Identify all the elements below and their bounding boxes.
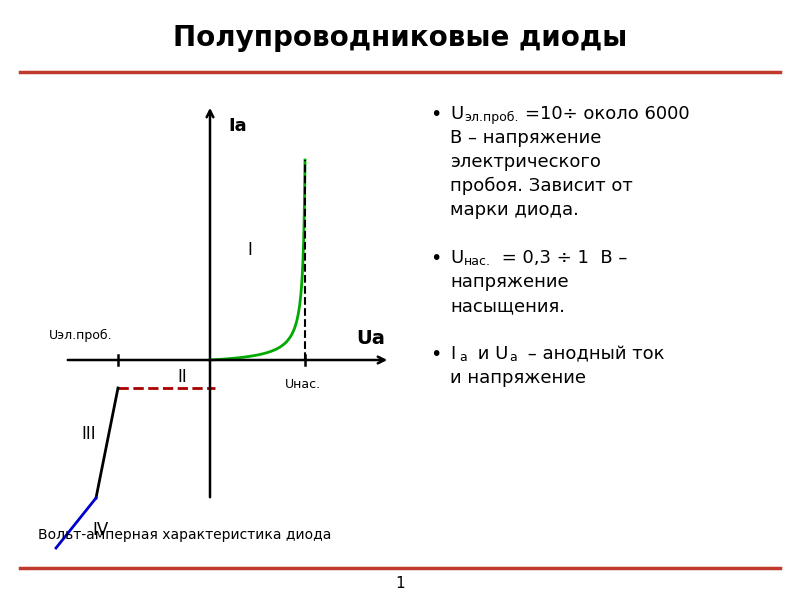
Text: а: а [509,351,517,364]
Text: I: I [450,345,455,363]
Text: •: • [430,345,442,364]
Text: I: I [247,241,253,259]
Text: марки диода.: марки диода. [450,201,579,219]
Text: U: U [450,105,463,123]
Text: а: а [459,351,466,364]
Text: Полупроводниковые диоды: Полупроводниковые диоды [173,24,627,52]
Text: 1: 1 [395,575,405,590]
Text: =10÷ около 6000: =10÷ около 6000 [525,105,690,123]
Text: насыщения.: насыщения. [450,297,565,315]
Text: и напряжение: и напряжение [450,369,586,387]
Text: II: II [177,368,187,386]
Text: III: III [82,425,96,443]
Text: нас.: нас. [464,255,491,268]
Text: Uа: Uа [356,329,385,348]
Text: Iа: Iа [228,117,246,135]
Text: = 0,3 ÷ 1  В –: = 0,3 ÷ 1 В – [496,249,627,267]
Text: электрического: электрического [450,153,601,171]
Text: IV: IV [92,521,108,539]
Text: В – напряжение: В – напряжение [450,129,602,147]
Text: напряжение: напряжение [450,273,569,291]
Text: пробоя. Зависит от: пробоя. Зависит от [450,177,633,195]
Text: Uнас.: Uнас. [285,378,321,391]
Text: U: U [450,249,463,267]
Text: •: • [430,105,442,124]
Text: и U: и U [472,345,508,363]
Text: •: • [430,249,442,268]
Text: – анодный ток: – анодный ток [522,345,665,363]
Text: эл.проб.: эл.проб. [464,111,518,124]
Text: Uэл.проб.: Uэл.проб. [50,329,113,342]
Text: Вольт-амперная характеристика диода: Вольт-амперная характеристика диода [38,528,332,542]
